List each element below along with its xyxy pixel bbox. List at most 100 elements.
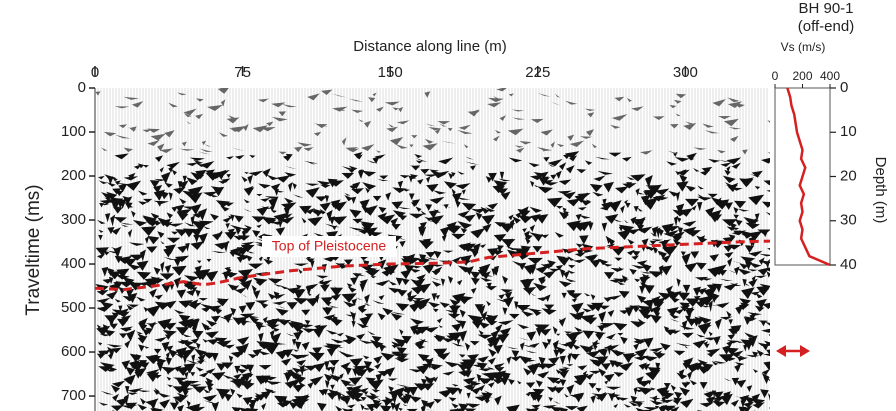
wiggle bbox=[290, 303, 295, 307]
wiggle bbox=[748, 194, 765, 206]
wiggle bbox=[675, 342, 692, 346]
wiggle bbox=[104, 174, 116, 181]
wiggle bbox=[140, 226, 157, 236]
wiggle bbox=[197, 353, 207, 363]
wiggle bbox=[343, 259, 353, 266]
wiggle bbox=[96, 289, 109, 296]
wiggle bbox=[438, 324, 444, 328]
wiggle bbox=[126, 392, 138, 396]
wiggle bbox=[404, 386, 413, 396]
wiggle bbox=[728, 234, 736, 240]
wiggle bbox=[396, 355, 408, 361]
wiggle bbox=[711, 283, 723, 289]
wiggle bbox=[631, 219, 642, 225]
wiggle bbox=[408, 368, 424, 373]
wiggle bbox=[241, 372, 253, 383]
wiggle bbox=[247, 353, 258, 359]
wiggle bbox=[535, 380, 543, 388]
wiggle bbox=[101, 147, 108, 151]
wiggle bbox=[608, 200, 622, 213]
wiggle bbox=[530, 292, 537, 297]
y-tick-label: 40 bbox=[840, 256, 857, 273]
wiggle bbox=[286, 369, 294, 373]
wiggle bbox=[500, 191, 511, 200]
wiggle bbox=[550, 141, 556, 148]
wiggle bbox=[446, 221, 457, 231]
wiggle bbox=[98, 402, 109, 406]
wiggle bbox=[537, 92, 551, 97]
wiggle bbox=[611, 218, 623, 223]
wiggle bbox=[127, 263, 141, 271]
y-axis-title: Traveltime (ms) bbox=[23, 184, 44, 315]
wiggle bbox=[643, 337, 654, 348]
wiggle bbox=[296, 284, 302, 290]
wiggle bbox=[587, 112, 595, 118]
wiggle bbox=[467, 314, 484, 324]
wiggle bbox=[641, 300, 655, 306]
wiggle bbox=[260, 390, 272, 400]
wiggle bbox=[411, 135, 418, 139]
wiggle bbox=[231, 147, 245, 152]
wiggle bbox=[734, 200, 747, 209]
wiggle bbox=[762, 342, 770, 351]
wiggle bbox=[230, 350, 246, 358]
wiggle bbox=[674, 157, 690, 162]
wiggle bbox=[231, 285, 240, 291]
wiggle bbox=[291, 338, 297, 346]
wiggle bbox=[324, 194, 329, 204]
wiggle bbox=[730, 399, 740, 407]
wiggle bbox=[390, 311, 406, 315]
wiggle bbox=[743, 217, 759, 226]
wiggle bbox=[661, 254, 672, 263]
wiggle bbox=[111, 380, 126, 388]
wiggle bbox=[271, 342, 287, 345]
wiggle bbox=[324, 379, 330, 389]
wiggle bbox=[625, 202, 631, 208]
wiggle bbox=[464, 161, 480, 165]
wiggle bbox=[729, 282, 742, 287]
wiggle bbox=[264, 342, 280, 355]
wiggle bbox=[679, 387, 691, 396]
wiggle bbox=[305, 207, 316, 215]
wiggle bbox=[296, 354, 310, 358]
wiggle bbox=[566, 165, 575, 174]
wiggle bbox=[475, 212, 483, 221]
wiggle bbox=[497, 320, 514, 326]
wiggle bbox=[176, 366, 190, 376]
wiggle bbox=[685, 185, 696, 192]
wiggle bbox=[723, 245, 734, 253]
wiggle bbox=[195, 223, 207, 230]
wiggle bbox=[485, 207, 496, 212]
wiggle bbox=[707, 193, 718, 198]
wiggle bbox=[769, 407, 770, 410]
wiggle bbox=[319, 279, 324, 284]
wiggle bbox=[675, 93, 687, 99]
wiggle bbox=[243, 199, 250, 204]
wiggle bbox=[173, 309, 185, 314]
wiggle bbox=[237, 249, 244, 253]
wiggle bbox=[484, 314, 499, 326]
wiggle bbox=[617, 229, 632, 241]
wiggle bbox=[431, 270, 441, 276]
wiggle bbox=[211, 371, 226, 381]
wiggle bbox=[111, 204, 120, 209]
wiggle bbox=[674, 308, 685, 315]
wiggle bbox=[393, 402, 401, 411]
wiggle bbox=[114, 298, 122, 303]
wiggle bbox=[512, 117, 526, 120]
wiggle bbox=[642, 314, 653, 320]
wiggle bbox=[213, 306, 223, 315]
wiggle bbox=[261, 216, 277, 225]
wiggle bbox=[614, 96, 625, 102]
wiggle bbox=[133, 164, 142, 170]
wiggle bbox=[153, 200, 170, 205]
wiggle bbox=[686, 362, 699, 373]
wiggle bbox=[313, 131, 322, 137]
wiggle bbox=[360, 403, 365, 411]
wiggle bbox=[178, 387, 194, 391]
wiggle bbox=[645, 185, 660, 189]
wiggle bbox=[442, 371, 455, 376]
wiggle bbox=[727, 182, 739, 193]
wiggle bbox=[563, 393, 569, 398]
wiggle bbox=[429, 196, 445, 204]
